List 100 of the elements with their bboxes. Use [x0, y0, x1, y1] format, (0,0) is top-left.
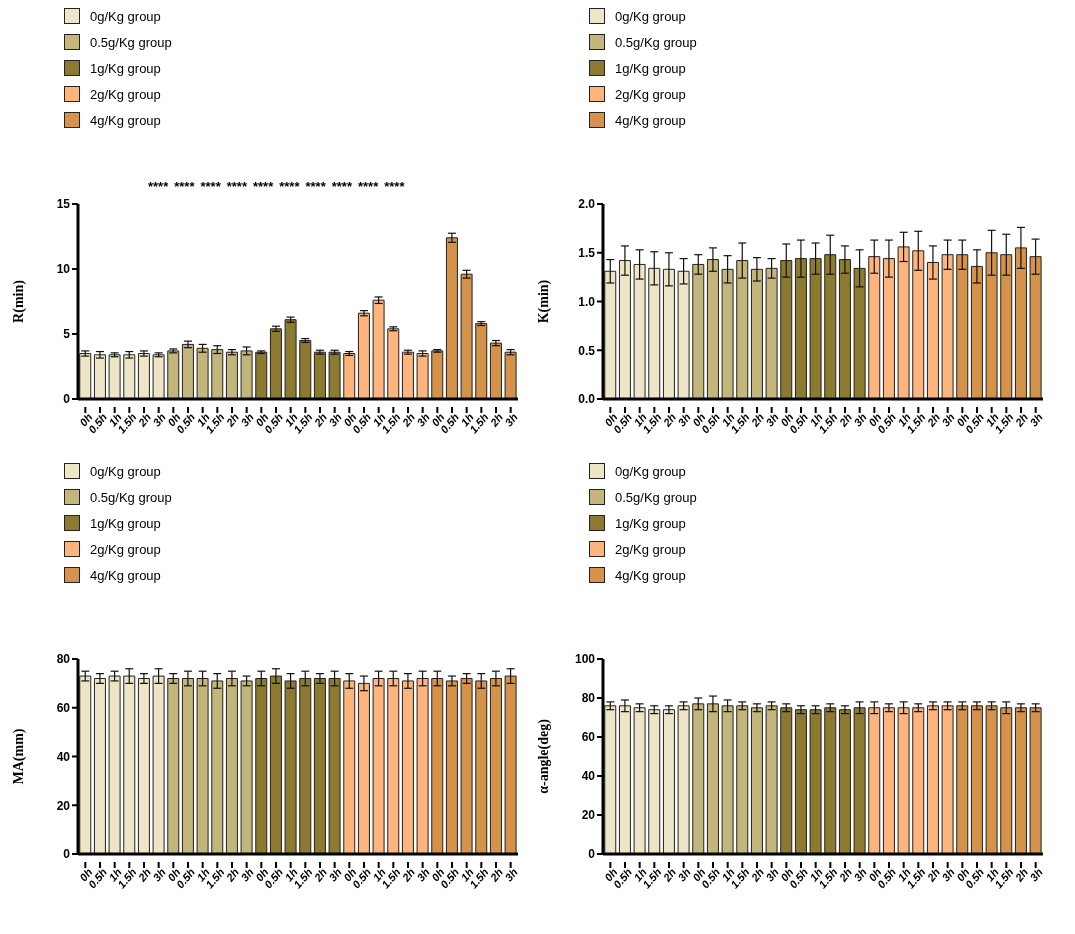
- y-axis-title: R(min): [10, 279, 27, 323]
- bar: [736, 260, 749, 399]
- legend-label: 0g/Kg group: [615, 463, 686, 479]
- bar: [633, 263, 646, 399]
- y-axis-title: K(min): [535, 279, 552, 324]
- y-tick-label: 80: [581, 691, 596, 706]
- y-tick-label: 0.5: [578, 343, 596, 358]
- bar: [897, 246, 910, 399]
- bar: [445, 680, 458, 854]
- bar: [750, 268, 763, 399]
- y-tick-label: 15: [56, 197, 71, 212]
- bar: [240, 350, 253, 399]
- bar: [108, 675, 121, 854]
- bar: [662, 268, 675, 399]
- bar: [706, 259, 719, 399]
- bar: [853, 267, 866, 399]
- legend-label: 4g/Kg group: [90, 112, 161, 128]
- bar: [123, 675, 136, 854]
- legend-label: 1g/Kg group: [615, 515, 686, 531]
- legend-label: 1g/Kg group: [90, 515, 161, 531]
- bar: [431, 678, 444, 854]
- bar: [445, 237, 458, 399]
- bar: [225, 351, 238, 399]
- text: ****: [358, 179, 379, 194]
- bar: [255, 678, 268, 854]
- legend-label: 2g/Kg group: [90, 86, 161, 102]
- bar: [167, 350, 180, 399]
- bar: [926, 262, 939, 399]
- bar: [93, 678, 106, 854]
- bar: [941, 254, 954, 399]
- bar: [372, 678, 385, 854]
- bar: [416, 353, 429, 399]
- bar: [692, 263, 705, 399]
- bar: [299, 340, 312, 399]
- bar: [93, 354, 106, 399]
- text: ****: [174, 179, 195, 194]
- bar: [181, 678, 194, 854]
- bar: [357, 312, 370, 399]
- bar: [79, 353, 92, 399]
- bar: [255, 351, 268, 399]
- y-tick-label: 80: [56, 652, 71, 667]
- y-tick-label: 20: [56, 798, 71, 813]
- legend-label: 0g/Kg group: [615, 8, 686, 24]
- bar: [721, 268, 734, 399]
- bar: [489, 342, 502, 399]
- legend-label: 0g/Kg group: [90, 463, 161, 479]
- y-tick-label: 0: [588, 847, 596, 862]
- legend-label: 0.5g/Kg group: [615, 34, 697, 50]
- text: ****: [279, 179, 300, 194]
- text: ****: [384, 179, 405, 194]
- text: ****: [200, 179, 221, 194]
- bar: [460, 273, 473, 399]
- bar: [196, 678, 209, 854]
- bar: [956, 254, 969, 399]
- bar: [387, 328, 400, 399]
- y-tick-label: 40: [581, 769, 596, 784]
- y-tick-label: 20: [581, 808, 596, 823]
- text: ****: [226, 179, 247, 194]
- bar: [343, 680, 356, 854]
- legend-label: 4g/Kg group: [90, 567, 161, 583]
- bar: [431, 350, 444, 399]
- y-tick-label: 5: [63, 327, 71, 342]
- text: ****: [331, 179, 352, 194]
- bar: [765, 267, 778, 399]
- bar: [299, 678, 312, 854]
- bar: [504, 351, 517, 399]
- bar: [357, 682, 370, 854]
- bar: [152, 675, 165, 854]
- bar: [882, 258, 895, 399]
- bar: [985, 252, 998, 399]
- y-tick-label: 60: [581, 730, 596, 745]
- y-tick-label: 60: [56, 701, 71, 716]
- bar: [504, 675, 517, 854]
- bar: [780, 260, 793, 399]
- bar: [677, 270, 690, 399]
- bar: [269, 675, 282, 854]
- y-tick-label: 0: [63, 392, 71, 407]
- bar: [838, 259, 851, 399]
- bar: [794, 258, 807, 399]
- legend-label: 0g/Kg group: [90, 8, 161, 24]
- text: ****: [253, 179, 274, 194]
- bar: [912, 250, 925, 399]
- bar: [313, 678, 326, 854]
- bar: [401, 680, 414, 854]
- y-tick-label: 40: [56, 749, 71, 764]
- y-axis-title: α-angle(deg): [535, 718, 552, 794]
- legend-label: 0.5g/Kg group: [90, 34, 172, 50]
- bar: [343, 353, 356, 399]
- bar: [460, 678, 473, 854]
- bar: [108, 354, 121, 399]
- y-tick-label: 0: [63, 847, 71, 862]
- bar: [970, 265, 983, 399]
- bar: [240, 680, 253, 854]
- legend-label: 2g/Kg group: [615, 86, 686, 102]
- y-tick-label: 1.5: [578, 246, 596, 261]
- legend-label: 1g/Kg group: [615, 60, 686, 76]
- bar: [269, 328, 282, 399]
- bar: [475, 323, 488, 399]
- bar: [475, 680, 488, 854]
- y-tick-label: 2.0: [578, 197, 596, 212]
